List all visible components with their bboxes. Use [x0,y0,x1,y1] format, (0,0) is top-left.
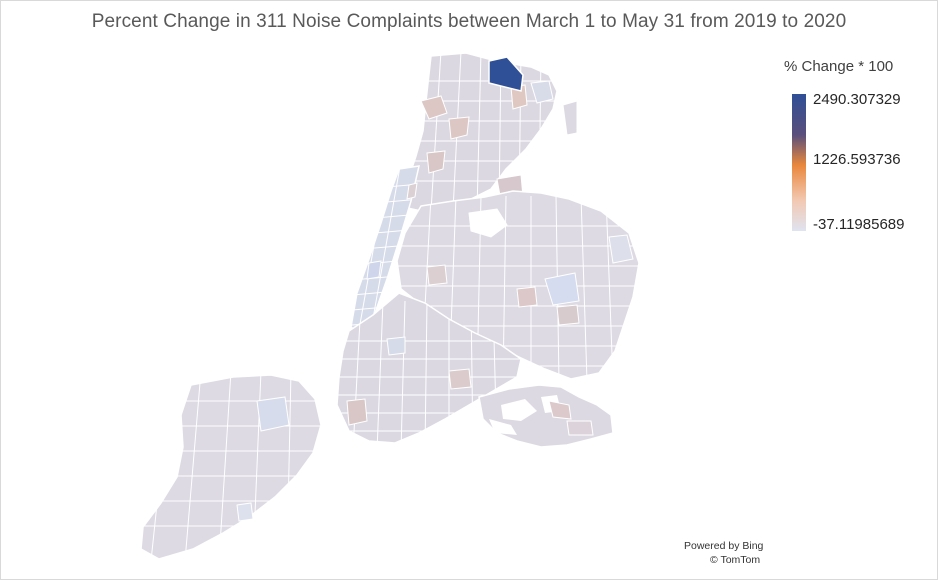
brooklyn-region [336,292,522,444]
legend-min-label: -37.11985689 [813,216,905,233]
staten-island-region [140,374,322,560]
attribution-tomtom: © TomTom [710,554,761,566]
highlighted-region [488,56,524,92]
legend-max-label: 2490.307329 [813,91,901,108]
manhattan-region [350,165,420,339]
legend-color-scale [792,94,806,231]
queens-region [396,190,640,380]
legend-mid-label: 1226.593736 [813,151,901,168]
rockaway-region [478,384,614,448]
attribution-bing: Powered by Bing [684,540,764,552]
legend-title: % Change * 100 [784,58,894,75]
bronx-region [402,52,578,212]
chart-title: Percent Change in 311 Noise Complaints b… [91,11,847,32]
